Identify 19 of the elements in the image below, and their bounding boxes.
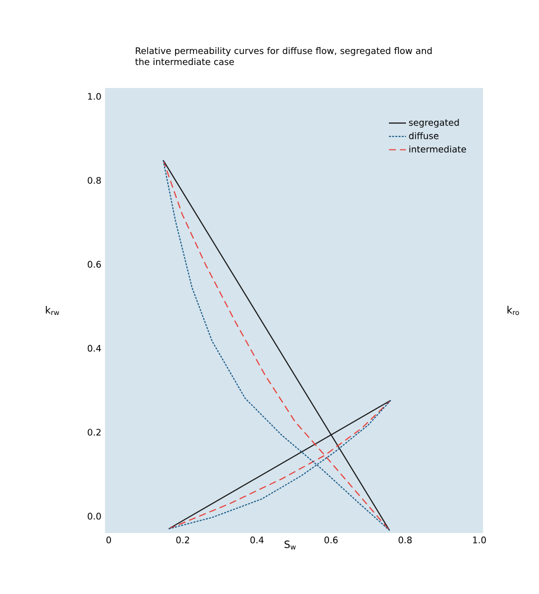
legend-label: segregated xyxy=(409,118,459,128)
x-axis-title: S$_{w}$ xyxy=(284,540,296,550)
x-tick-label: 0.2 xyxy=(176,536,190,544)
y-tick-label: 0.4 xyxy=(88,344,101,352)
y-tick-label: 0.8 xyxy=(88,176,101,184)
chart-title: Relative permeability curves for diffuse flow, segregated flow and the intermediate case xyxy=(135,47,432,66)
x-tick-label: 0.4 xyxy=(250,536,264,544)
y2-axis-title: k$_{ro}$ xyxy=(508,306,520,316)
y-tick-label: 0.6 xyxy=(88,260,101,268)
legend-label: diffuse xyxy=(409,132,438,140)
x-tick-label: 0.8 xyxy=(398,536,412,544)
legend-label: intermediate xyxy=(409,146,466,153)
y-tick-label: 0.2 xyxy=(88,428,101,436)
x-tick-label: 0.6 xyxy=(324,536,338,544)
y-tick-label: 1.0 xyxy=(88,92,101,100)
y-tick-label: 0.0 xyxy=(88,512,101,520)
x-tick-label: 0 xyxy=(106,536,111,544)
x-tick-label: 1.0 xyxy=(473,536,486,544)
y-axis-title: k$_{rw}$ xyxy=(46,306,60,316)
